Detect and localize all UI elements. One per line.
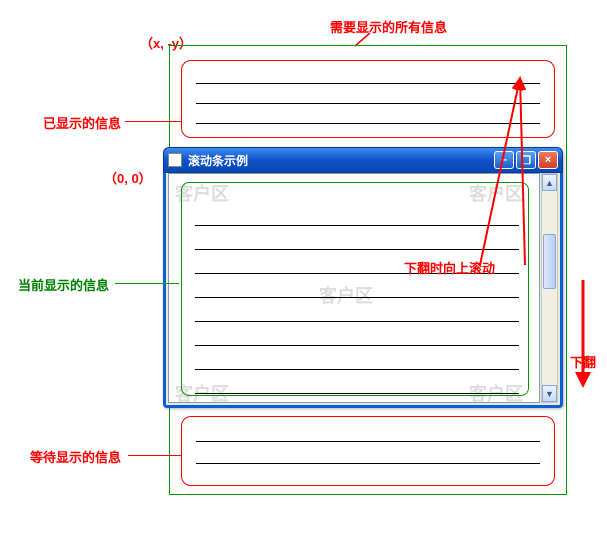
label-page-down: 下翻: [570, 352, 596, 371]
text-line: [195, 369, 519, 370]
label-current-info: 当前显示的信息: [18, 275, 109, 294]
app-icon: [168, 153, 182, 167]
text-line: [195, 345, 519, 346]
text-line: [195, 393, 519, 394]
leader-current-info: [115, 283, 179, 284]
label-all-info: 需要显示的所有信息: [330, 17, 447, 36]
text-line: [196, 441, 540, 442]
scroll-up-arrows: [470, 70, 560, 270]
text-line: [195, 297, 519, 298]
leader-waiting-info: [128, 455, 181, 456]
waiting-info-box: [181, 416, 555, 486]
scroll-down-button[interactable]: ▼: [542, 385, 557, 402]
text-line: [196, 463, 540, 464]
diagram-canvas: 需要显示的所有信息 （x, -y） 已显示的信息 （0, 0） 滚动条示例 – …: [0, 0, 607, 535]
window-title: 滚动条示例: [188, 152, 494, 169]
leader-shown-info: [125, 121, 181, 122]
label-shown-info: 已显示的信息: [43, 113, 121, 132]
text-line: [195, 321, 519, 322]
label-waiting-info: 等待显示的信息: [30, 447, 121, 466]
label-origin: （0, 0）: [104, 168, 152, 187]
page-down-arrow: [570, 280, 596, 390]
